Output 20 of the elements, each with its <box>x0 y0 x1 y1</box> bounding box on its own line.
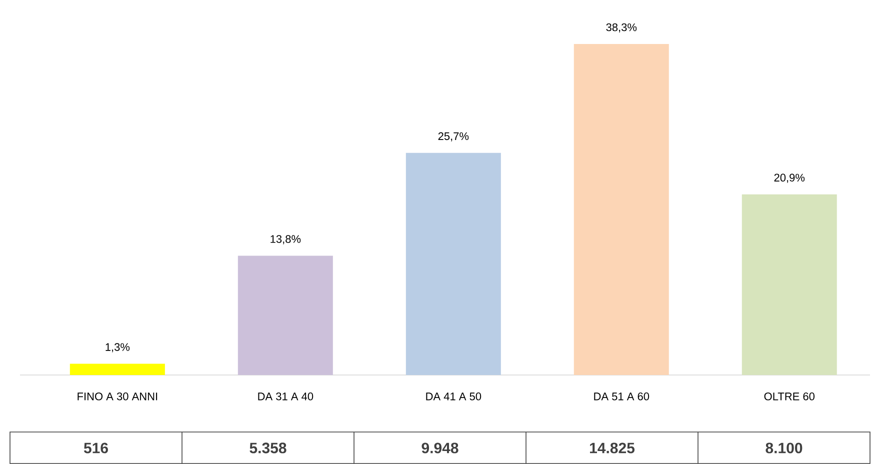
bar <box>238 256 333 375</box>
data-label: 1,3% <box>106 343 130 352</box>
data-label: 20,9% <box>774 174 805 183</box>
data-label: 13,8% <box>270 235 301 244</box>
text: 9.948 <box>422 442 458 454</box>
bar <box>574 44 669 375</box>
text: 5.358 <box>250 442 286 454</box>
bar <box>406 152 501 375</box>
text: 8.100 <box>766 442 802 454</box>
x-tick-label: DA 41 A 50 <box>426 392 482 400</box>
x-tick-label: FINO A 30 ANNI <box>78 392 158 400</box>
text: 14.825 <box>590 442 635 454</box>
data-label: 38,3% <box>606 23 637 32</box>
x-tick-label: DA 51 A 60 <box>594 392 650 400</box>
data-label: 25,7% <box>438 132 469 142</box>
bar <box>70 364 165 375</box>
x-tick-label: DA 31 A 40 <box>258 392 314 400</box>
text: 516 <box>84 442 108 454</box>
x-tick-label: OLTRE 60 <box>764 392 815 400</box>
bar <box>742 194 837 375</box>
